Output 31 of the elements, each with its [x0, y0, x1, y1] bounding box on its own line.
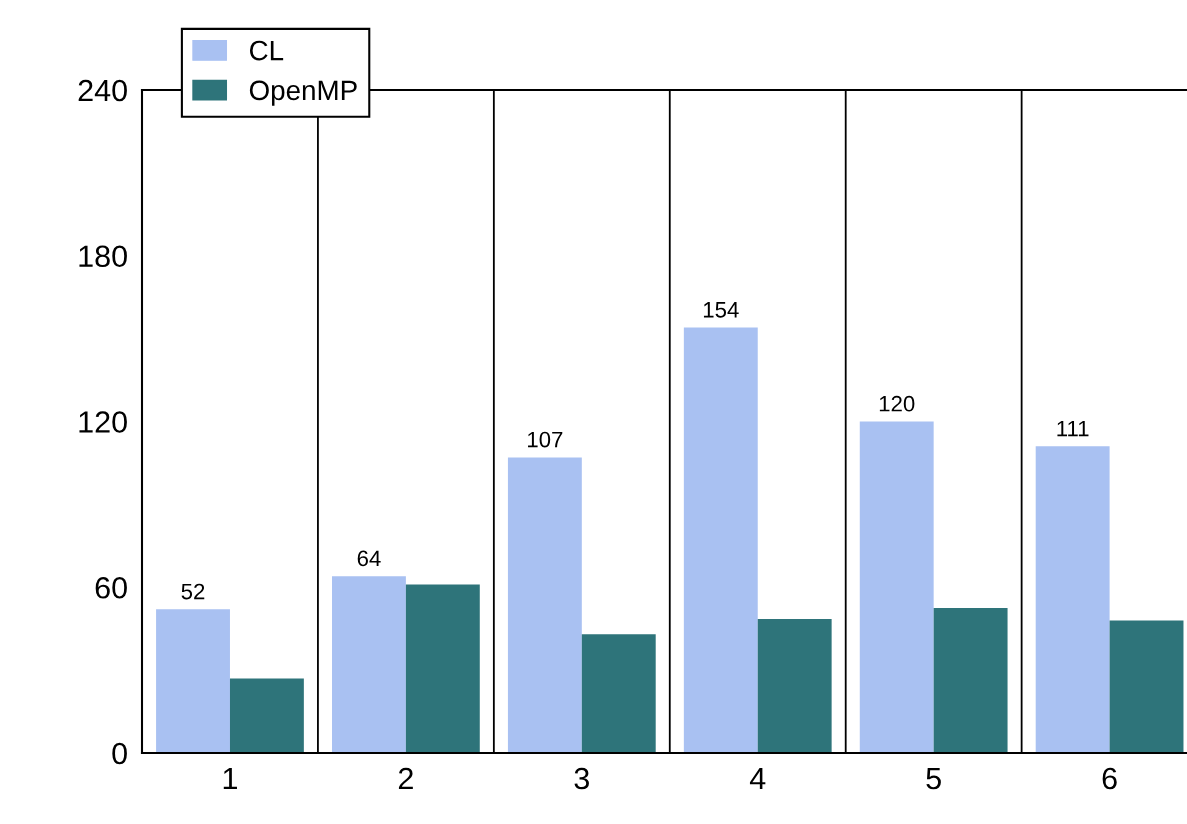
bar — [229, 678, 304, 753]
bar — [1109, 620, 1184, 753]
bar — [1035, 446, 1110, 753]
bar — [405, 584, 480, 753]
bar — [859, 421, 934, 753]
x-tick-label: 1 — [223, 768, 237, 790]
y-tick-label: 120 — [79, 411, 127, 433]
data-label: 154 — [703, 302, 739, 318]
bar — [757, 619, 832, 753]
x-tick-label: 4 — [749, 768, 766, 790]
data-label: 111 — [1057, 420, 1089, 437]
x-tick-label: 2 — [398, 767, 413, 790]
data-label: 52 — [181, 583, 205, 600]
x-tick-label: 3 — [574, 767, 589, 790]
bar — [933, 607, 1008, 753]
y-tick-label: 240 — [78, 79, 127, 102]
legend-label: CL — [249, 40, 284, 61]
bar — [332, 576, 406, 753]
legend-label: OpenMP — [249, 80, 357, 106]
x-tick-label: 5 — [926, 768, 941, 790]
bar — [507, 457, 582, 753]
data-label: 64 — [357, 550, 381, 567]
bar — [581, 634, 656, 753]
data-label: 107 — [528, 431, 563, 448]
bar — [683, 327, 758, 753]
data-label: 120 — [879, 395, 915, 412]
y-tick-label: 0 — [112, 742, 127, 765]
y-tick-label: 60 — [95, 576, 127, 599]
y-tick-label: 180 — [79, 245, 127, 268]
bar — [156, 609, 230, 753]
x-tick-label: 6 — [1102, 767, 1117, 790]
